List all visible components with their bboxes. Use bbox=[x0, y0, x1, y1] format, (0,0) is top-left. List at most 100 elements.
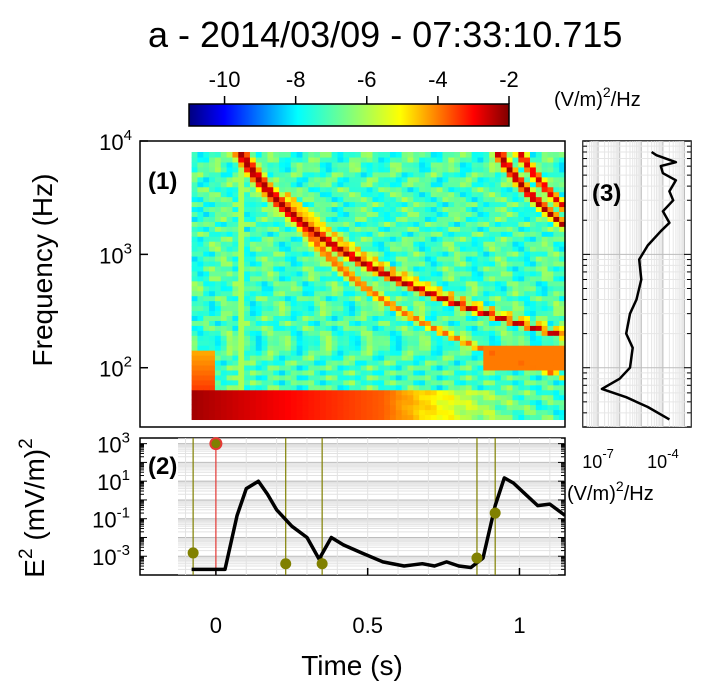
spectrogram-cell bbox=[489, 221, 496, 227]
e2-ytick-label-base: 10 bbox=[92, 545, 116, 570]
spectrogram-cell bbox=[319, 181, 327, 188]
spectrogram-cell bbox=[325, 345, 333, 351]
spectrogram-cell bbox=[541, 186, 549, 193]
spectrogram-cell bbox=[290, 191, 298, 198]
spectrogram-cell bbox=[419, 330, 426, 336]
spectrogram-cell bbox=[524, 285, 531, 292]
spectrogram-cell bbox=[314, 186, 321, 193]
spectrogram-cell bbox=[279, 404, 286, 411]
spectrogram-cell bbox=[407, 394, 414, 401]
spectrogram-cell bbox=[448, 379, 455, 386]
spectrogram-cell bbox=[214, 201, 222, 208]
spectrogram-cell bbox=[512, 305, 519, 312]
spectrogram-cell bbox=[372, 171, 379, 178]
spectrogram-cell bbox=[296, 201, 304, 208]
spectrogram-cell bbox=[290, 201, 298, 208]
spectrogram-cell bbox=[308, 265, 315, 272]
spectrogram-cell bbox=[273, 369, 280, 376]
spectrogram-cell bbox=[226, 270, 234, 277]
spectrogram-cell bbox=[273, 181, 280, 188]
spectrogram-cell bbox=[401, 290, 409, 297]
spectrogram-cell bbox=[308, 300, 315, 307]
spectrogram-cell bbox=[319, 221, 327, 227]
spectrogram-cell bbox=[419, 374, 426, 381]
spectrogram-cell bbox=[354, 404, 362, 411]
spectrogram-cell bbox=[553, 379, 560, 386]
spectrogram-cell bbox=[255, 389, 263, 396]
spectrogram-cell bbox=[506, 201, 514, 208]
spectrogram-cell bbox=[419, 389, 426, 396]
spectrogram-cell bbox=[279, 211, 286, 217]
spectrogram-cell bbox=[524, 241, 531, 247]
spectrogram-cell bbox=[261, 241, 269, 247]
spectrogram-cell bbox=[529, 221, 537, 227]
spectrogram-cell bbox=[401, 295, 409, 302]
spectrogram-cell bbox=[308, 364, 315, 371]
spectrogram-cell bbox=[249, 171, 257, 178]
spectrogram-cell bbox=[331, 330, 339, 336]
spectrogram-cell bbox=[442, 300, 449, 307]
spectrogram-cell bbox=[238, 290, 245, 297]
spectrogram-cell bbox=[214, 206, 222, 213]
spectrogram-cell bbox=[512, 404, 519, 411]
spectrogram-cell bbox=[384, 345, 391, 351]
spectrogram-cell bbox=[471, 246, 479, 252]
spectrogram-cell bbox=[389, 206, 397, 213]
e2-ytick-label-base: 10 bbox=[92, 508, 116, 533]
spectrogram-cell bbox=[214, 320, 222, 326]
spectrogram-cell bbox=[529, 280, 537, 287]
spectrogram-cell bbox=[325, 374, 333, 381]
spectrogram-cell bbox=[255, 310, 263, 317]
spectrogram-cell bbox=[529, 379, 537, 386]
spectrogram-cell bbox=[331, 251, 339, 257]
spectrogram-cell bbox=[442, 260, 449, 267]
spectrogram-cell bbox=[436, 300, 444, 307]
spectrogram-cell bbox=[465, 171, 473, 178]
spectrogram-cell bbox=[483, 216, 490, 222]
spectrogram-cell bbox=[384, 251, 391, 257]
spectrogram-cell bbox=[436, 340, 444, 346]
spectrogram-cell bbox=[424, 166, 432, 173]
spectrogram-cell bbox=[325, 280, 333, 287]
spectrogram-cell bbox=[559, 255, 566, 262]
spectrogram-cell bbox=[559, 295, 566, 302]
spectrogram-cell bbox=[366, 355, 374, 361]
spectrogram-cell bbox=[331, 231, 339, 237]
spectrogram-cell bbox=[384, 176, 391, 183]
spectrogram-cell bbox=[273, 231, 280, 237]
spectrogram-cell bbox=[494, 379, 502, 386]
spectrogram-cell bbox=[547, 265, 554, 272]
spectrogram-cell bbox=[302, 364, 309, 371]
spectrogram-cell bbox=[541, 260, 549, 267]
spectrogram-cell bbox=[319, 310, 327, 317]
spectrogram-cell bbox=[500, 320, 508, 326]
spectrogram-cell bbox=[284, 251, 292, 257]
spectrogram-cell bbox=[512, 161, 519, 168]
spectrogram-cell bbox=[279, 310, 286, 317]
spectrogram-cell bbox=[343, 359, 350, 366]
spectrogram-cell bbox=[389, 216, 397, 222]
spectrogram-cell bbox=[401, 369, 409, 376]
spectrogram-cell bbox=[419, 355, 426, 361]
spectrogram-cell bbox=[314, 300, 321, 307]
spectrogram-cell bbox=[314, 359, 321, 366]
spectrogram-cell bbox=[209, 241, 216, 247]
spectrogram-cell bbox=[395, 355, 403, 361]
spectrogram-cell bbox=[535, 216, 543, 222]
spectrogram-cell bbox=[454, 236, 461, 242]
spectrogram-cell bbox=[436, 166, 444, 173]
spectrogram-cell bbox=[471, 251, 479, 257]
spectrogram-cell bbox=[489, 340, 496, 346]
spectrogram-cell bbox=[261, 206, 269, 213]
spectrogram-cell bbox=[267, 201, 274, 208]
spectrogram-cell bbox=[483, 300, 490, 307]
spectrogram-cell bbox=[366, 176, 374, 183]
spectrogram-cell bbox=[372, 315, 379, 321]
spectrogram-cell bbox=[389, 359, 397, 366]
spectrogram-cell bbox=[244, 196, 251, 203]
spectrogram-cell bbox=[214, 236, 222, 242]
spectrogram-cell bbox=[413, 166, 420, 173]
spectrogram-cell bbox=[273, 211, 280, 217]
spectrogram-cell bbox=[547, 216, 554, 222]
